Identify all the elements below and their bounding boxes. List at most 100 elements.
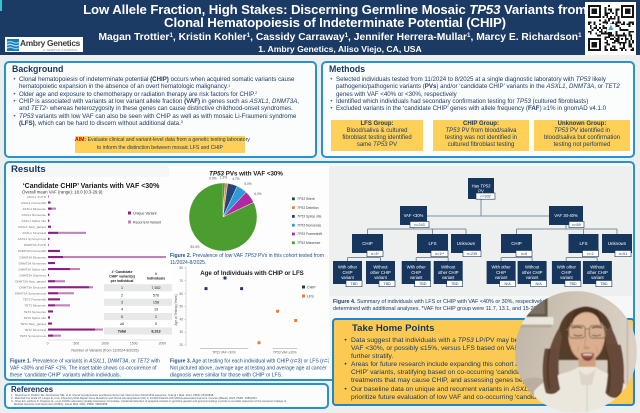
svg-text:ASXL1 Splice site: ASXL1 Splice site (21, 219, 46, 223)
svg-text:variant: variant (374, 275, 387, 280)
svg-text:other CHIP: other CHIP (438, 270, 459, 275)
svg-text:Without: Without (590, 265, 605, 270)
svg-text:TP53 VAF ≥30%: TP53 VAF ≥30% (273, 351, 297, 355)
svg-text:ASXL1 Frameshift: ASXL1 Frameshift (21, 201, 46, 205)
svg-text:TBD: TBD (451, 282, 459, 286)
svg-text:1: 1 (121, 286, 123, 290)
svg-text:2: 2 (121, 293, 123, 297)
svg-text:19: 19 (154, 308, 158, 312)
svg-text:CHIP’ variant(s): CHIP’ variant(s) (109, 275, 135, 279)
svg-text:80: 80 (179, 266, 183, 270)
svg-text:variant: variant (495, 275, 508, 280)
svg-text:TET2 Structural: TET2 Structural (24, 328, 46, 332)
svg-text:TP53 Deletion: TP53 Deletion (297, 206, 319, 210)
svg-text:Without: Without (373, 265, 388, 270)
svg-text:Age of Individuals with CHIP o: Age of Individuals with CHIP or LFS (200, 270, 304, 277)
svg-text:diagnosis were similar for tho: diagnosis were similar for those with CH… (170, 373, 282, 379)
svg-text:50: 50 (179, 305, 183, 309)
svg-text:30: 30 (179, 330, 183, 334)
svg-text:With other: With other (407, 265, 427, 270)
svg-text:VAF <30%: VAF <30% (404, 213, 424, 218)
svg-text:Unknown: Unknown (608, 241, 627, 246)
svg-text:With other: With other (338, 265, 358, 270)
svg-text:n=51: n=51 (619, 252, 627, 256)
svg-text:TBD: TBD (600, 282, 608, 286)
svg-text:4: 4 (121, 308, 123, 312)
svg-text:LFS: LFS (428, 241, 436, 246)
svg-text:40: 40 (179, 317, 183, 321)
svg-text:5: 5 (121, 315, 123, 319)
svg-text:n=239: n=239 (467, 252, 477, 256)
svg-text:other CHIP: other CHIP (522, 270, 543, 275)
svg-text:other CHIP: other CHIP (370, 270, 391, 275)
svg-text:N/A: N/A (505, 282, 512, 286)
svg-text:Recurrent Variant: Recurrent Variant (133, 220, 161, 224)
svg-text:CHIP: CHIP (411, 270, 421, 275)
svg-text:#: # (155, 272, 157, 276)
svg-text:CHIP: CHIP (561, 270, 571, 275)
svg-text:TBD: TBD (419, 282, 427, 286)
svg-text:TET2 Missense: TET2 Missense (25, 304, 47, 308)
svg-text:LFS: LFS (307, 294, 314, 298)
svg-text:ASXL1 Structural: ASXL1 Structural (22, 231, 46, 235)
svg-text:TET2 Splice site: TET2 Splice site (23, 316, 46, 320)
svg-text:n=2: n=2 (587, 252, 593, 256)
svg-text:TET2 Nonsense: TET2 Nonsense (24, 310, 47, 314)
svg-text:TET2 Synonymous: TET2 Synonymous (20, 334, 47, 338)
svg-text:CHIP: CHIP (342, 270, 352, 275)
svg-text:Number of Variants (from 11/20: Number of Variants (from 11/2024-8/2025) (71, 349, 138, 353)
svg-text:With other: With other (492, 265, 512, 270)
svg-text:variant: variant (341, 275, 354, 280)
svg-text:7,552: 7,552 (151, 286, 160, 290)
svg-text:ASXL1 Missense: ASXL1 Missense (22, 207, 46, 211)
svg-text:4.7%: 4.7% (232, 177, 239, 181)
svg-text:83.4%: 83.4% (190, 245, 199, 249)
svg-text:500: 500 (73, 342, 79, 346)
svg-text:With other: With other (557, 265, 577, 270)
svg-text:Figure 3. Age at testing for e: Figure 3. Age at testing for each indivi… (170, 359, 329, 365)
svg-text:TP53 Silent: TP53 Silent (297, 197, 315, 201)
svg-text:5.0%: 5.0% (244, 182, 251, 186)
svg-text:n=3*: n=3* (371, 252, 379, 256)
svg-text:TET2 Stop_gained: TET2 Stop_gained (20, 322, 46, 326)
svg-text:0.9%: 0.9% (209, 177, 216, 181)
svg-text:‘Candidate CHIP’ Variants with: ‘Candidate CHIP’ Variants with VAF <30% (23, 183, 160, 190)
svg-text:6.0%: 6.0% (254, 192, 261, 196)
svg-text:# ‘Candidate: # ‘Candidate (112, 270, 133, 274)
svg-text:n=1**: n=1** (435, 252, 445, 256)
svg-text:VAF <30% and FAF <1%. The inse: VAF <30% and FAF <1%. The inset table sh… (10, 366, 157, 372)
svg-text:PV: PV (478, 189, 484, 194)
svg-text:other CHIP: other CHIP (587, 270, 608, 275)
svg-text:Unique Variant: Unique Variant (133, 211, 157, 215)
svg-text:variant: variant (591, 275, 604, 280)
svg-text:576: 576 (153, 293, 159, 297)
svg-text:Individuals: Individuals (147, 277, 165, 281)
svg-text:Total: Total (118, 329, 127, 333)
svg-text:n=59: n=59 (572, 223, 580, 227)
svg-text:DNMT3A 3'UTR: DNMT3A 3'UTR (24, 243, 47, 247)
svg-text:Not pictured above, average ag: Not pictured above, average age at testi… (170, 366, 327, 372)
svg-text:variant: variant (410, 275, 423, 280)
svg-text:1000: 1000 (101, 342, 109, 346)
svg-text:per individual: per individual (111, 279, 134, 283)
svg-text:3: 3 (121, 301, 123, 305)
svg-text:n=243: n=243 (414, 223, 424, 227)
svg-text:CHIP: CHIP (496, 270, 506, 275)
svg-text:CHIP: CHIP (307, 285, 316, 289)
svg-text:158: 158 (153, 301, 159, 305)
svg-text:ASXL1 Stop_gained: ASXL1 Stop_gained (18, 225, 46, 229)
svg-text:11/2024-8/2025.: 11/2024-8/2025. (170, 260, 206, 266)
svg-text:DNMT3A Missense: DNMT3A Missense (20, 255, 47, 259)
svg-text:70: 70 (179, 279, 183, 283)
svg-text:CHIP: CHIP (362, 241, 373, 246)
svg-text:TP53 Splice site: TP53 Splice site (297, 215, 322, 219)
svg-text:20: 20 (179, 343, 183, 347)
svg-text:TBD: TBD (569, 282, 577, 286)
svg-text:5: 5 (155, 322, 157, 326)
svg-text:TP53 Nonsense: TP53 Nonsense (297, 223, 321, 227)
svg-text:DNMT3A Stop_gained: DNMT3A Stop_gained (15, 280, 46, 284)
svg-text:TP53 VAF <30%: TP53 VAF <30% (212, 351, 236, 355)
svg-text:DNMT3A Splice site: DNMT3A Splice site (18, 267, 46, 271)
svg-text:TBD: TBD (383, 282, 391, 286)
svg-text:TBD: TBD (350, 282, 358, 286)
